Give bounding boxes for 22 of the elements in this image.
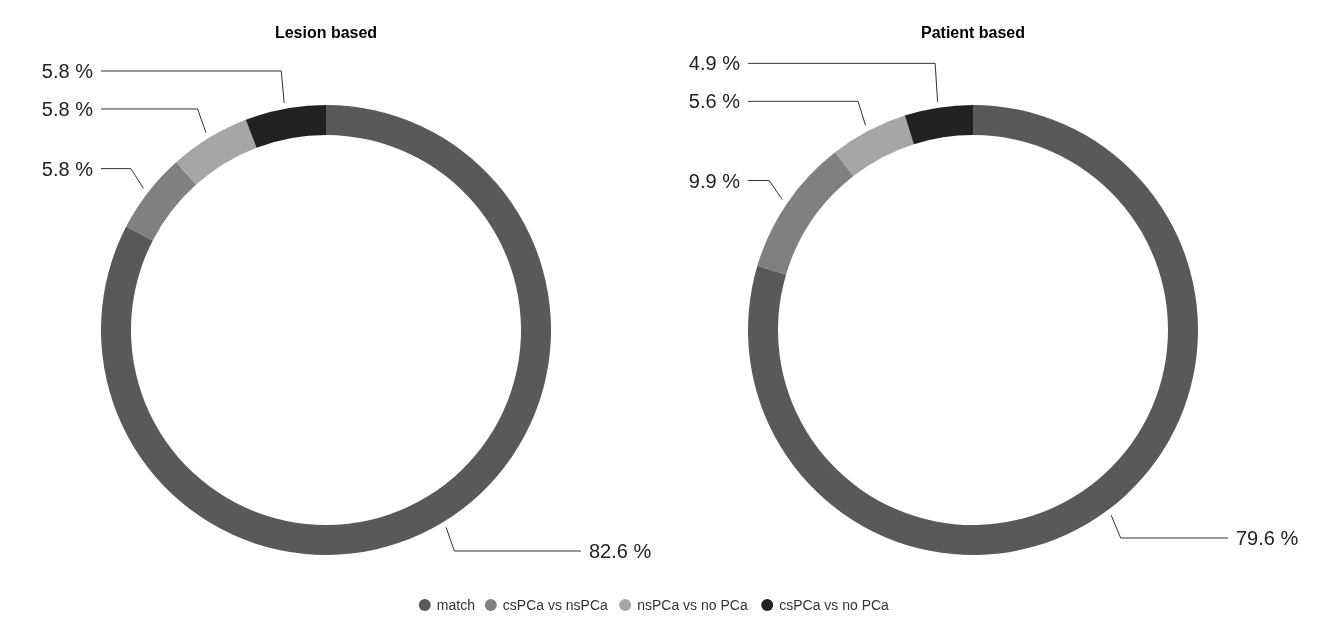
data-label: 5.6 % [688, 90, 741, 113]
data-label: 9.9 % [688, 169, 741, 192]
chart-title: Patient based [920, 24, 1026, 41]
donut-slice [757, 152, 854, 275]
data-label: 79.6 % [1236, 526, 1299, 549]
data-label: 4.9 % [688, 52, 741, 75]
chart-title: Lesion based [274, 24, 378, 41]
data-label: 5.8 % [41, 59, 94, 82]
legend-label: match [436, 596, 475, 613]
data-label: 82.6 % [589, 540, 652, 563]
donut-slice [245, 105, 326, 148]
legend-label: nsPCa vs no PCa [637, 596, 748, 613]
data-label: 5.8 % [41, 157, 94, 180]
donut-slice [126, 162, 197, 241]
legend-label: csPCa vs no PCa [779, 596, 890, 613]
data-label: 5.8 % [41, 97, 94, 120]
donut-slice [835, 115, 914, 176]
donut-slice [101, 105, 551, 555]
donut-slice [176, 119, 257, 185]
donut-slice [748, 105, 1198, 555]
donut-slice [904, 105, 973, 145]
legend-label: csPCa vs nsPCa [502, 596, 609, 613]
